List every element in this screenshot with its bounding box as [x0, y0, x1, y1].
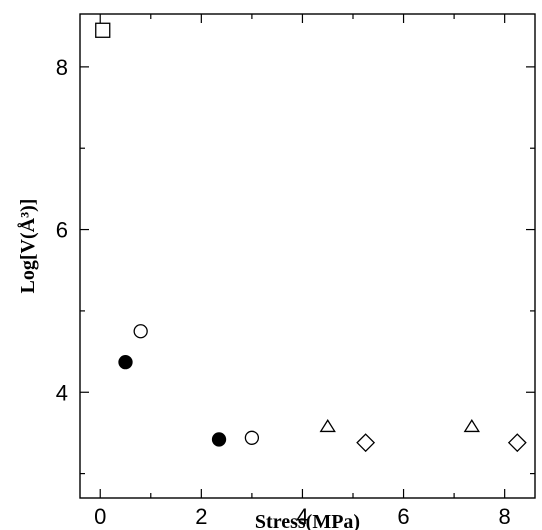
plot-frame — [79, 13, 536, 499]
data-point-circle-open — [133, 324, 148, 339]
plot-border — [79, 13, 536, 499]
x-tick-label: 6 — [397, 504, 409, 529]
data-point-triangle-open — [463, 419, 480, 433]
data-point-circle-filled — [211, 432, 227, 447]
x-axis-label: Stress(MPa) — [255, 511, 360, 530]
x-tick-label: 0 — [94, 504, 106, 529]
data-point-square-open — [95, 22, 111, 38]
y-tick-label: 6 — [56, 218, 68, 243]
x-tick-label: 8 — [499, 504, 511, 529]
data-point-diamond-open — [507, 433, 527, 453]
data-markers — [95, 22, 527, 453]
data-point-circle-filled — [118, 355, 133, 370]
y-axis-label: Log[V(Å³)] — [16, 199, 39, 294]
x-tick-label: 4 — [296, 504, 308, 529]
data-point-circle-open — [244, 430, 260, 445]
data-point-triangle-open — [319, 419, 336, 433]
y-tick-label: 4 — [56, 380, 68, 405]
x-tick-label: 2 — [195, 504, 207, 529]
y-tick-label: 8 — [56, 55, 68, 80]
data-point-diamond-open — [356, 433, 376, 453]
axis-ticks: 0 2 4 6 8 4 6 8 — [56, 14, 535, 529]
